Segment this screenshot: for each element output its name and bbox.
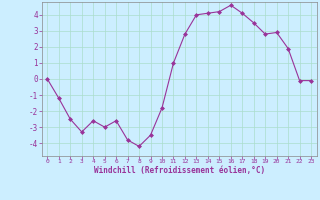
X-axis label: Windchill (Refroidissement éolien,°C): Windchill (Refroidissement éolien,°C) bbox=[94, 166, 265, 175]
